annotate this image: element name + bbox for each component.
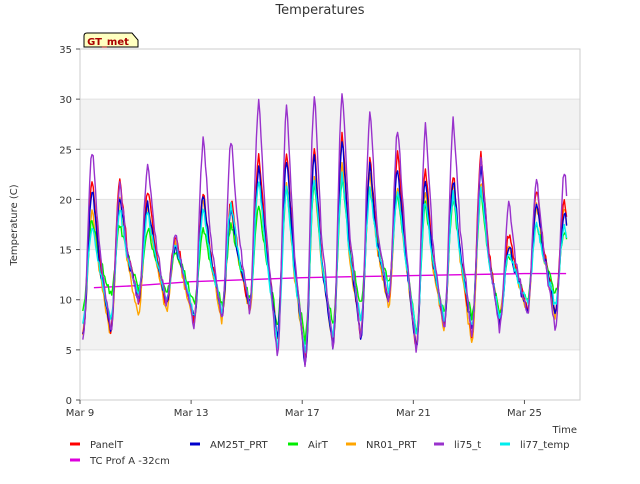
legend-label-li77-temp: li77_temp (520, 440, 569, 451)
plot-frame (79, 48, 581, 401)
axes-layer: 0 5 10 15 20 25 30 35 Mar 9 Mar 13 Mar 17 Mar 21 Mar… (59, 45, 542, 419)
legend-label-panelt: PanelT (90, 440, 124, 451)
y-tick-label-7: 35 (59, 45, 72, 56)
series-layer (82, 93, 568, 368)
legend-label-airt: AirT (308, 440, 329, 451)
y-tick-label-0: 0 (66, 396, 72, 407)
x-tick-label-0: Mar 9 (66, 408, 94, 419)
legend-label-li75-t: li75_t (454, 440, 481, 451)
y-tick-label-6: 30 (59, 95, 72, 106)
x-tick-label-3: Mar 21 (396, 408, 431, 419)
x-tick-label-1: Mar 13 (174, 408, 209, 419)
x-axis-label: Time (552, 425, 577, 436)
site-label-badge: GT_met (83, 32, 139, 48)
chart-title: Temperatures (274, 3, 364, 18)
y-tick-label-4: 20 (59, 195, 72, 206)
x-tick-label-4: Mar 25 (507, 408, 542, 419)
grid-bands (80, 48, 580, 401)
y-tick-label-5: 25 (59, 145, 72, 156)
x-tick-label-2: Mar 17 (285, 408, 320, 419)
legend-label-nr01-prt: NR01_PRT (366, 440, 417, 451)
y-tick-label-1: 5 (66, 346, 72, 357)
legend: PanelT AM25T_PRT AirT NR01_PRT li75_t li77_te… (70, 440, 569, 467)
y-axis-label: Temperature (C) (9, 184, 20, 266)
legend-label-tc-prof-a-32cm: TC Prof A -32cm (89, 456, 170, 467)
series-line-li75-t (82, 93, 568, 368)
series-line-li77-temp (82, 171, 568, 353)
y-tick-label-3: 15 (59, 246, 72, 257)
grid-band-1 (80, 199, 580, 250)
legend-label-am25t-prt: AM25T_PRT (210, 440, 269, 451)
site-label: GT_met (87, 37, 129, 48)
y-tick-label-2: 10 (59, 296, 72, 307)
grid-band-2 (80, 99, 580, 150)
